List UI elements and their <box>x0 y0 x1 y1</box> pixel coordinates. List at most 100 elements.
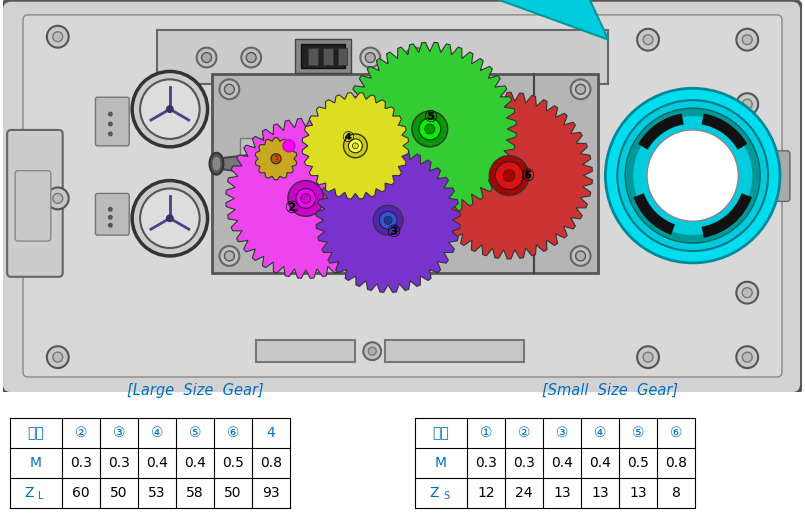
Circle shape <box>737 93 758 115</box>
Circle shape <box>368 347 376 355</box>
Text: ④: ④ <box>151 426 163 440</box>
Text: 50: 50 <box>110 486 128 500</box>
Circle shape <box>576 251 585 261</box>
Circle shape <box>716 117 729 131</box>
Text: 0.4: 0.4 <box>551 456 573 470</box>
Text: 0.8: 0.8 <box>260 456 282 470</box>
Text: 0.3: 0.3 <box>108 456 130 470</box>
Text: 50: 50 <box>225 486 242 500</box>
Text: ④: ④ <box>594 426 606 440</box>
Text: 품번: 품번 <box>27 426 44 440</box>
Circle shape <box>47 346 68 368</box>
Circle shape <box>637 29 659 50</box>
Circle shape <box>737 183 758 205</box>
Text: 0.3: 0.3 <box>513 456 535 470</box>
Circle shape <box>419 118 440 140</box>
FancyBboxPatch shape <box>23 15 782 377</box>
Circle shape <box>271 154 281 164</box>
FancyBboxPatch shape <box>323 48 332 65</box>
Circle shape <box>242 48 261 67</box>
Circle shape <box>730 231 745 245</box>
Text: ④: ④ <box>341 130 354 145</box>
Circle shape <box>344 134 367 158</box>
Circle shape <box>571 246 591 266</box>
Circle shape <box>410 53 420 63</box>
Circle shape <box>379 211 397 229</box>
Polygon shape <box>316 148 460 292</box>
Circle shape <box>742 188 752 198</box>
Text: 0.4: 0.4 <box>146 456 168 470</box>
Wedge shape <box>478 0 609 39</box>
Circle shape <box>47 187 68 209</box>
Text: 60: 60 <box>72 486 90 500</box>
Circle shape <box>637 346 659 368</box>
Text: [Large  Size  Gear]: [Large Size Gear] <box>126 383 263 398</box>
Text: 0.4: 0.4 <box>589 456 611 470</box>
Circle shape <box>220 246 239 266</box>
Circle shape <box>53 352 63 362</box>
Text: M: M <box>435 456 447 470</box>
Circle shape <box>634 116 752 235</box>
Circle shape <box>384 216 392 224</box>
Text: 93: 93 <box>262 486 280 500</box>
Text: 24: 24 <box>515 486 533 500</box>
FancyBboxPatch shape <box>256 340 355 362</box>
FancyBboxPatch shape <box>295 39 352 74</box>
Text: 0.8: 0.8 <box>665 456 687 470</box>
FancyBboxPatch shape <box>96 194 129 235</box>
Text: 12: 12 <box>477 486 495 500</box>
Circle shape <box>132 72 208 147</box>
Circle shape <box>617 100 768 251</box>
Circle shape <box>742 352 752 362</box>
Circle shape <box>283 140 295 152</box>
Circle shape <box>108 215 113 220</box>
Circle shape <box>742 99 752 109</box>
Circle shape <box>140 79 200 139</box>
Polygon shape <box>302 93 409 199</box>
Ellipse shape <box>213 157 221 170</box>
Circle shape <box>742 288 752 298</box>
Circle shape <box>108 132 113 136</box>
Circle shape <box>225 84 234 94</box>
Text: ⑤: ⑤ <box>632 426 644 440</box>
Text: ⑤: ⑤ <box>423 108 437 126</box>
Circle shape <box>742 35 752 45</box>
Text: ⑥: ⑥ <box>520 167 534 185</box>
Polygon shape <box>255 138 297 180</box>
Text: L: L <box>38 491 43 501</box>
FancyBboxPatch shape <box>764 151 790 201</box>
Circle shape <box>53 32 63 42</box>
Text: 13: 13 <box>591 486 609 500</box>
FancyBboxPatch shape <box>308 48 318 65</box>
Circle shape <box>495 161 523 189</box>
Text: ⑥: ⑥ <box>227 426 239 440</box>
Circle shape <box>132 180 208 256</box>
Text: 0.5: 0.5 <box>627 456 649 470</box>
Circle shape <box>405 48 425 67</box>
Circle shape <box>576 84 585 94</box>
Circle shape <box>254 152 278 176</box>
Circle shape <box>361 48 380 67</box>
Circle shape <box>201 53 212 63</box>
Text: 0.3: 0.3 <box>70 456 92 470</box>
Circle shape <box>716 231 729 245</box>
Circle shape <box>353 143 358 149</box>
Text: 58: 58 <box>186 486 204 500</box>
Circle shape <box>730 117 745 131</box>
Text: Z: Z <box>24 486 34 500</box>
Text: ①: ① <box>272 154 280 164</box>
Text: 13: 13 <box>630 486 646 500</box>
Circle shape <box>196 48 217 67</box>
Polygon shape <box>226 118 386 278</box>
Circle shape <box>108 207 113 212</box>
Circle shape <box>108 112 113 117</box>
Circle shape <box>166 214 174 222</box>
Circle shape <box>363 342 382 360</box>
FancyBboxPatch shape <box>157 30 609 84</box>
Circle shape <box>625 108 760 243</box>
Text: 품번: 품번 <box>432 426 449 440</box>
Text: 0.4: 0.4 <box>184 456 206 470</box>
Text: [Small  Size  Gear]: [Small Size Gear] <box>542 383 678 398</box>
Circle shape <box>571 79 591 99</box>
Circle shape <box>737 346 758 368</box>
